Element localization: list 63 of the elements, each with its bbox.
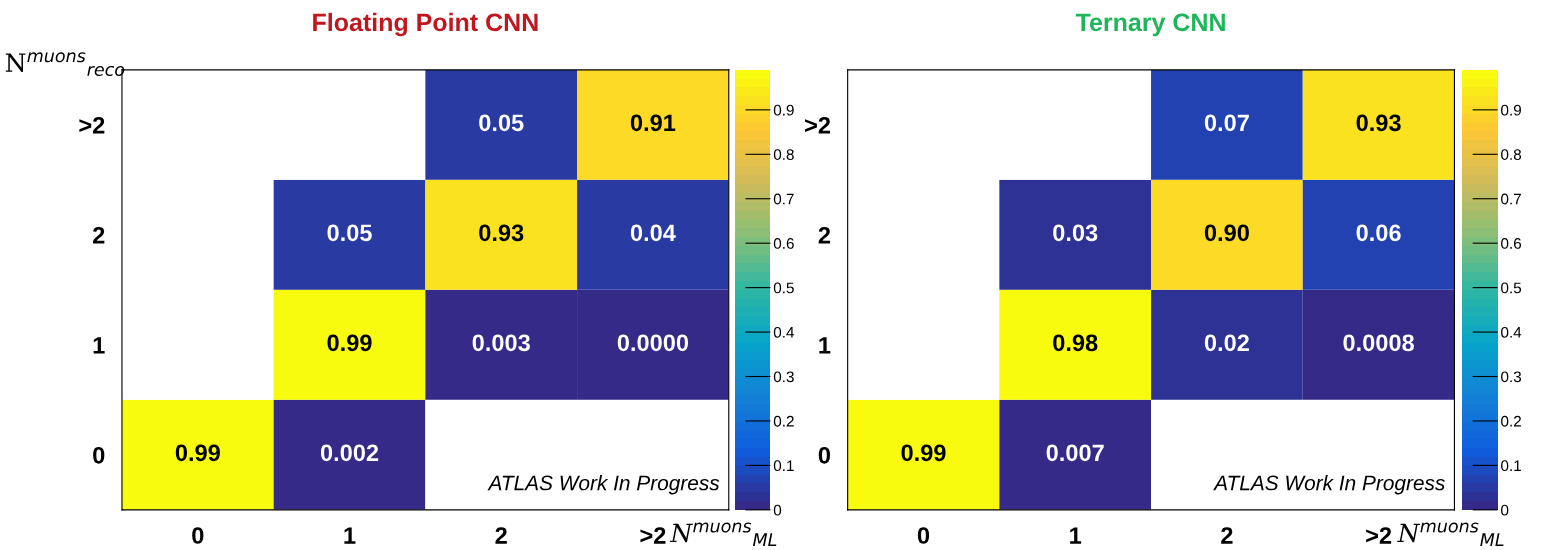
data-label: 0.002 [320, 444, 379, 462]
color-bar-label: 0.8 [1501, 149, 1522, 160]
x-tick-label: 1 [344, 527, 356, 544]
data-label: 0.06 [1356, 224, 1401, 242]
data-label: 0.90 [1204, 224, 1249, 242]
data-label: 0.98 [1053, 334, 1098, 352]
y-axis-title: N$^{muons}$$_{reco}$ [5, 52, 125, 77]
x-tick-label: 1 [1070, 527, 1082, 544]
data-label: 0.05 [479, 114, 524, 132]
color-bar-label: 0.5 [773, 282, 794, 294]
color-bar-label: 0.2 [1501, 415, 1521, 427]
color-bar-label: 0 [1501, 504, 1509, 516]
x-tick-label: >2 [640, 527, 666, 544]
color-bar-label: 0.8 [773, 149, 794, 160]
color-bar-label: 0.3 [773, 371, 794, 383]
y-tick-label: 0 [818, 446, 831, 464]
data-label: 0.07 [1204, 114, 1249, 132]
chart-title: Ternary CNN [1075, 13, 1225, 37]
color-bar-label: 0.5 [1501, 282, 1522, 294]
data-label: 0.0008 [1343, 334, 1414, 352]
data-label: 0.91 [630, 114, 676, 132]
y-tick-label: >2 [79, 116, 105, 134]
color-bar-label: 0.9 [773, 104, 794, 116]
y-tick-label: 2 [818, 226, 831, 244]
color-bar-label: 0.6 [1501, 238, 1522, 249]
x-axis-title: N$^{muons}$$_{ML}$ [669, 522, 777, 547]
annotation: ATLAS Work In Progress [487, 475, 720, 495]
x-tick-label: 0 [192, 527, 204, 544]
y-tick-label: 0 [93, 446, 105, 464]
y-tick-label: >2 [805, 116, 831, 134]
color-bar-label: 0.2 [773, 415, 794, 427]
y-tick-label: 1 [93, 337, 105, 354]
color-bar-label: 0.9 [1501, 104, 1521, 116]
color-bar-label: 0.1 [1501, 460, 1521, 472]
y-tick-label: 2 [93, 226, 105, 244]
color-bar-label: 0.1 [773, 460, 794, 472]
y-tick-label: 1 [819, 337, 831, 354]
data-label: 0.05 [327, 224, 372, 242]
data-label: 0.003 [472, 334, 530, 352]
data-label: 0.03 [1053, 224, 1098, 242]
data-label: 0.99 [901, 444, 946, 462]
x-axis-title: N$^{muons}$$_{ML}$ [1397, 522, 1504, 547]
color-bar-label: 0.4 [773, 326, 795, 338]
x-tick-label: 2 [495, 527, 507, 544]
color-bar-label: 0.7 [1501, 193, 1521, 205]
x-tick-label: >2 [1366, 527, 1392, 544]
x-tick-label: 0 [917, 527, 930, 544]
x-tick-label: 2 [1221, 527, 1233, 544]
data-label: 0.99 [327, 334, 372, 352]
color-bar-label: 0.4 [1501, 326, 1522, 338]
chart-title: Floating Point CNN [313, 12, 538, 37]
data-label: 0.007 [1046, 444, 1104, 462]
annotation: ATLAS Work In Progress [1213, 475, 1445, 495]
color-bar-label: 0.7 [773, 193, 794, 205]
color-bar-label: 0.3 [1501, 371, 1522, 383]
data-label: 0.93 [479, 224, 524, 242]
data-label: 0.99 [175, 444, 220, 462]
data-label: 0.04 [630, 224, 676, 242]
data-label: 0.0000 [617, 334, 689, 352]
color-bar-label: 0 [773, 504, 782, 516]
color-bar-label: 0.6 [773, 238, 794, 249]
data-label: 0.02 [1204, 334, 1249, 352]
data-label: 0.93 [1356, 114, 1401, 132]
